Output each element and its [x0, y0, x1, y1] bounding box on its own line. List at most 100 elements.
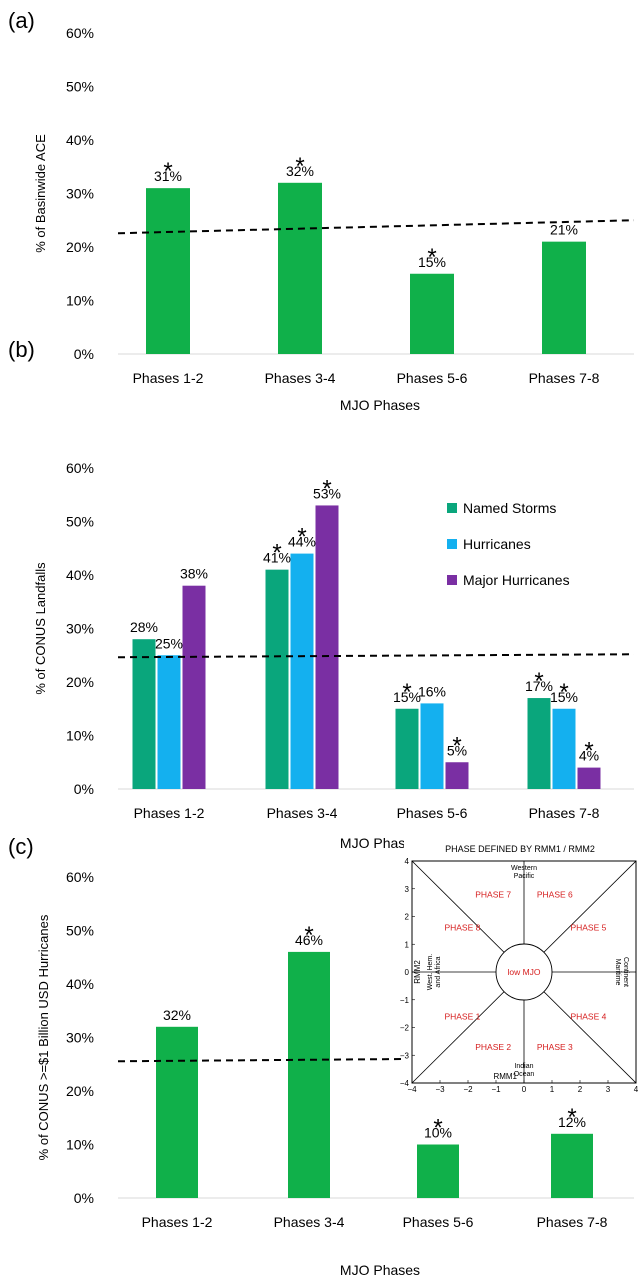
inset-y-tick-label: 3: [405, 885, 410, 894]
chart-panel-c: (c) 0% 10% 20% 30% 40% 50% 60% % of CONUS >=$1 B…: [8, 834, 635, 1278]
significance-asterisk: *: [567, 1104, 576, 1131]
significance-asterisk: *: [295, 153, 304, 180]
inset-title: PHASE DEFINED BY RMM1 / RMM2: [445, 844, 595, 854]
reference-line: [117, 653, 635, 659]
inset-x-tick-label: −3: [435, 1085, 445, 1094]
inset-x-tick-label: 1: [550, 1085, 555, 1094]
inset-y-tick-label: −3: [400, 1051, 410, 1060]
data-label: 21%: [550, 222, 578, 238]
legend-label: Named Storms: [463, 500, 556, 516]
category-label: Phases 7-8: [537, 1214, 608, 1230]
y-tick-label: 0%: [74, 781, 94, 797]
inset-x-tick-label: 2: [578, 1085, 583, 1094]
bar: [182, 585, 206, 789]
data-label: 53%: [313, 485, 341, 501]
phase-label: PHASE 2: [475, 1042, 511, 1052]
y-tick-label: 40%: [66, 567, 94, 583]
category-label: Phases 3-4: [265, 370, 336, 386]
data-label: 46%: [295, 932, 323, 948]
significance-asterisk: *: [433, 1115, 442, 1142]
data-label: 31%: [154, 168, 182, 184]
inset-x-tick-label: −2: [463, 1085, 473, 1094]
inset-x-tick-label: 0: [522, 1085, 527, 1094]
legend-swatch: [447, 503, 457, 513]
bar: [577, 767, 601, 789]
low-mjo-circle: [495, 943, 553, 1001]
inset-x-tick-label: −4: [407, 1085, 417, 1094]
data-label: 15%: [393, 689, 421, 705]
bar: [551, 1133, 593, 1198]
y-tick-label: 30%: [66, 621, 94, 637]
data-label: 4%: [579, 748, 599, 764]
significance-asterisk: *: [163, 158, 172, 185]
inset-y-tick-label: −4: [400, 1079, 410, 1088]
data-label: 17%: [525, 678, 553, 694]
significance-asterisk: *: [402, 679, 411, 706]
y-tick-label: 20%: [66, 1083, 94, 1099]
chart-panel-b: (b) 0% 10% 20% 30% 40% 50% 60% % of CONUS Landfa…: [8, 337, 635, 851]
bar: [420, 703, 444, 789]
legend: Named Storms Hurricanes Major Hurricanes: [447, 500, 570, 588]
phase-label: PHASE 4: [570, 1011, 606, 1021]
y-tick-label: 30%: [66, 186, 94, 202]
category-label: Phases 1-2: [134, 805, 205, 821]
y-tick-label: 50%: [66, 514, 94, 530]
category-label: Phases 5-6: [403, 1214, 474, 1230]
y-tick-label: 20%: [66, 674, 94, 690]
data-label: 5%: [447, 742, 467, 758]
significance-asterisk: *: [452, 732, 461, 759]
reference-line: [117, 1056, 635, 1063]
inset-y-tick-label: 0: [405, 968, 410, 977]
data-label: 28%: [130, 619, 158, 635]
phase-label: PHASE 1: [444, 1011, 480, 1021]
data-label: 38%: [180, 566, 208, 582]
category-label: Phases 3-4: [274, 1214, 345, 1230]
bar: [315, 505, 339, 789]
data-label: 15%: [418, 254, 446, 270]
phase-label: PHASE 8: [444, 923, 480, 933]
x-axis-label: MJO Phases: [340, 397, 420, 413]
y-tick-label: 60%: [66, 460, 94, 476]
significance-asterisk: *: [322, 475, 331, 502]
low-mjo-label: low MJO: [507, 967, 540, 977]
bar: [156, 1026, 198, 1198]
y-tick-label: 40%: [66, 132, 94, 148]
phase-label: PHASE 3: [537, 1042, 573, 1052]
y-tick-label: 60%: [66, 25, 94, 41]
significance-asterisk: *: [559, 679, 568, 706]
legend-swatch: [447, 575, 457, 585]
significance-asterisk: *: [297, 524, 306, 551]
category-label: Phases 5-6: [397, 370, 468, 386]
panel-letter: (a): [8, 8, 35, 33]
panel-letter: (c): [8, 834, 34, 859]
y-tick-label: 20%: [66, 239, 94, 255]
inset-y-tick-label: 2: [405, 913, 410, 922]
bar: [146, 188, 190, 354]
inset-y-tick-label: −2: [400, 1024, 410, 1033]
y-tick-label: 30%: [66, 1030, 94, 1046]
region-label: Ocean: [514, 1071, 535, 1078]
reference-line: [117, 219, 635, 235]
category-label: Phases 1-2: [142, 1214, 213, 1230]
y-axis-label: % of CONUS Landfalls: [33, 562, 48, 695]
y-tick-label: 10%: [66, 728, 94, 744]
category-label: Phases 3-4: [267, 805, 338, 821]
data-label: 32%: [286, 163, 314, 179]
significance-asterisk: *: [584, 738, 593, 765]
category-label: Phases 7-8: [529, 370, 600, 386]
bar: [527, 698, 551, 789]
bar: [445, 762, 469, 789]
bar: [410, 273, 454, 354]
bar: [552, 708, 576, 789]
bar: [417, 1144, 459, 1198]
phase-diagram-inset: PHASE DEFINED BY RMM1 / RMM2 low MJO −4 −3 −…: [400, 832, 640, 1104]
inset-x-tick-label: 3: [606, 1085, 611, 1094]
x-axis-label: MJO Phases: [340, 1262, 420, 1278]
inset-y-axis-label: RMM2: [413, 960, 422, 984]
category-label: Phases 1-2: [133, 370, 204, 386]
panel-letter: (b): [8, 337, 35, 362]
bar: [278, 182, 322, 354]
bar: [265, 569, 289, 789]
bar: [157, 655, 181, 789]
